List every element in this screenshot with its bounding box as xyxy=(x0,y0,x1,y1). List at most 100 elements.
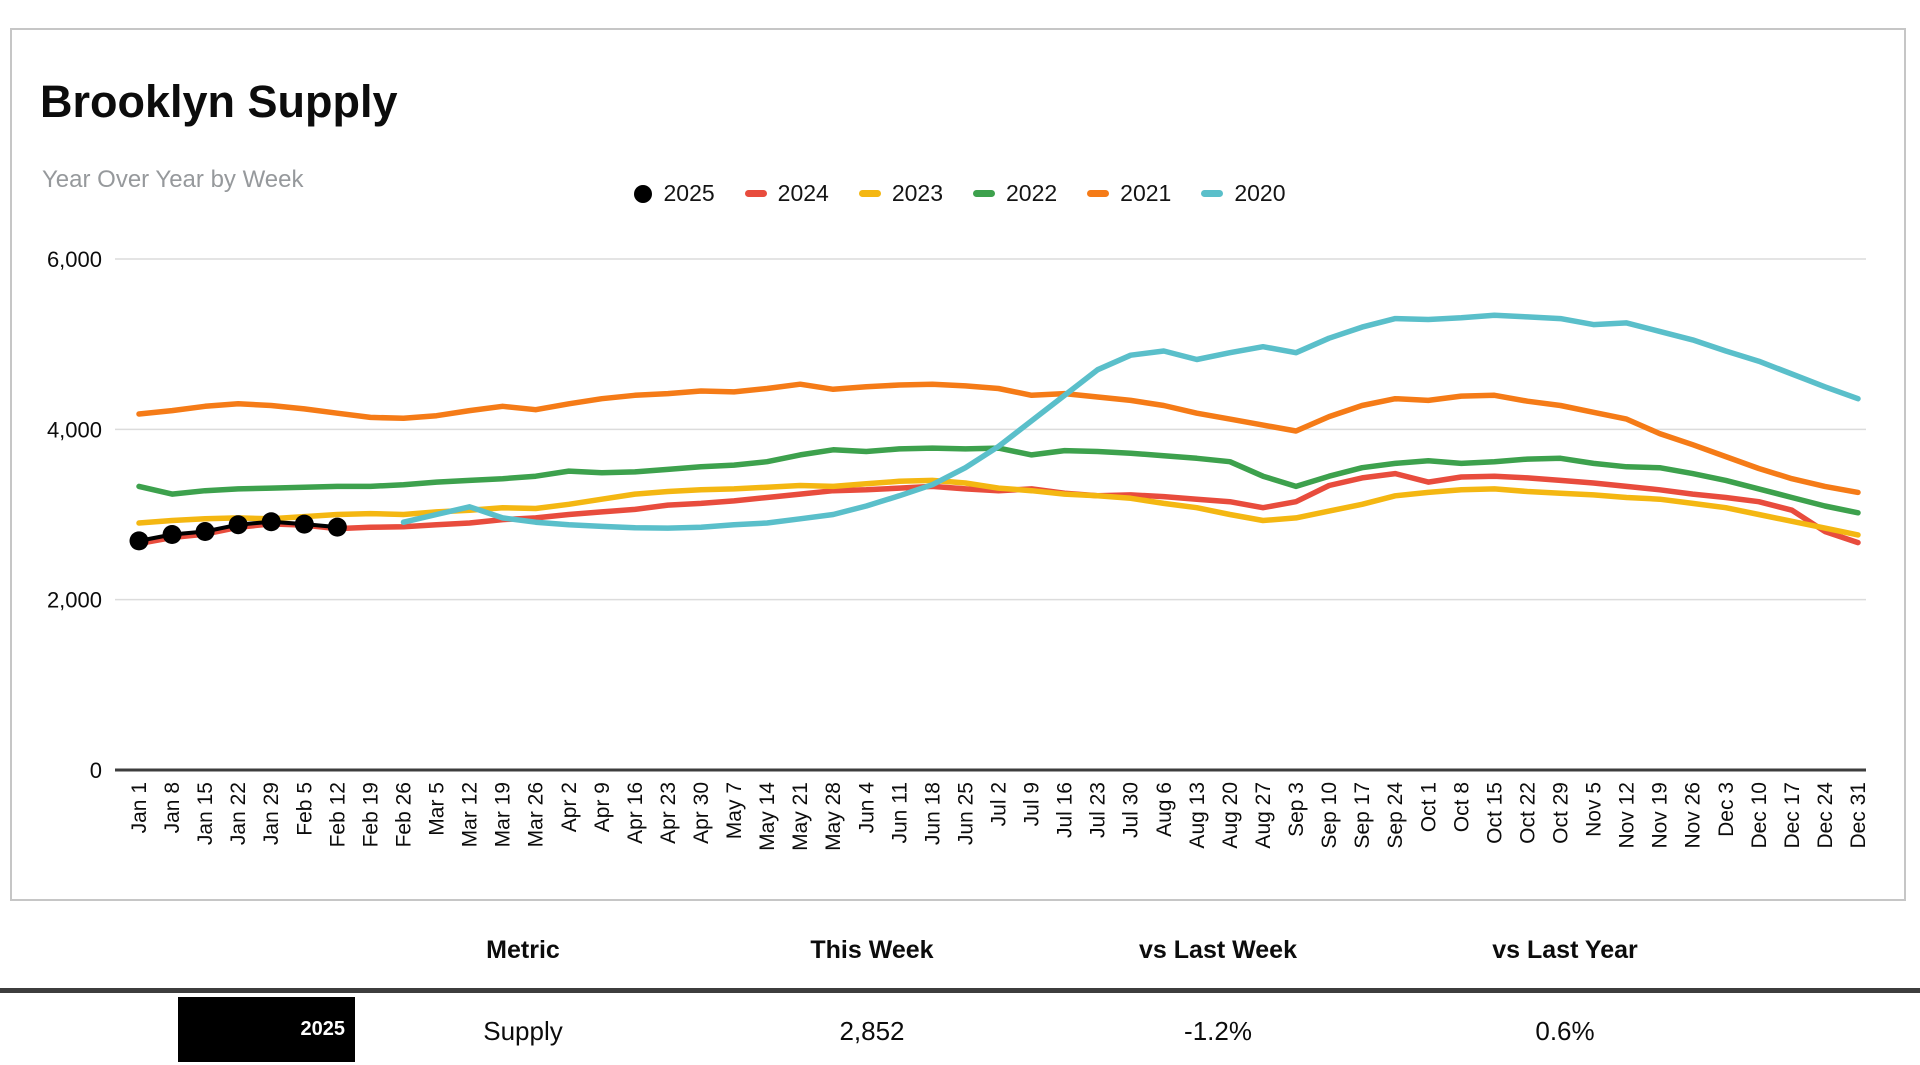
x-tick-label: Jan 1 xyxy=(128,782,151,833)
data-point-2025 xyxy=(261,512,281,532)
legend-label: 2025 xyxy=(663,180,715,206)
table-header-vs-last-week: vs Last Week xyxy=(1139,936,1297,964)
x-tick-label: Dec 24 xyxy=(1814,782,1837,849)
legend-swatch-2020 xyxy=(1201,190,1224,197)
x-tick-label: Nov 12 xyxy=(1616,782,1639,849)
x-tick-label: Jul 30 xyxy=(1120,782,1143,838)
x-tick-label: Apr 16 xyxy=(624,782,647,844)
x-tick-label: Jan 29 xyxy=(260,782,283,845)
data-point-2025 xyxy=(228,515,248,535)
legend-swatch-2021 xyxy=(1087,190,1110,197)
table-header-vs-last-year: vs Last Year xyxy=(1492,936,1638,964)
table-cell-metric: Supply xyxy=(483,1016,563,1046)
table-cell-this-week: 2,852 xyxy=(839,1016,905,1046)
data-point-2025 xyxy=(162,525,182,545)
x-tick-label: Aug 27 xyxy=(1252,782,1275,849)
x-tick-label: Oct 29 xyxy=(1549,782,1572,844)
x-tick-label: Jan 8 xyxy=(161,782,184,833)
x-tick-label: Jun 25 xyxy=(954,782,977,845)
x-tick-label: Feb 12 xyxy=(326,782,349,847)
x-tick-label: Jan 22 xyxy=(227,782,250,845)
x-tick-label: Mar 19 xyxy=(492,782,515,847)
x-tick-label: Mar 26 xyxy=(525,782,548,847)
legend-label: 2024 xyxy=(777,180,829,206)
x-tick-label: Dec 3 xyxy=(1715,782,1738,837)
x-tick-label: Jun 4 xyxy=(855,782,878,834)
x-tick-label: Mar 5 xyxy=(426,782,449,836)
x-tick-label: Oct 1 xyxy=(1417,782,1440,832)
legend-swatch-2025 xyxy=(634,184,653,203)
legend-label: 2020 xyxy=(1234,180,1286,206)
chart-title: Brooklyn Supply xyxy=(40,76,398,127)
y-tick-label: 6,000 xyxy=(47,247,102,272)
x-tick-label: Sep 10 xyxy=(1318,782,1341,849)
y-tick-label: 2,000 xyxy=(47,588,102,613)
legend-item-2022[interactable]: 2022 xyxy=(973,180,1057,207)
legend-swatch-2022 xyxy=(973,190,995,197)
legend-label: 2021 xyxy=(1120,180,1172,206)
legend-label: 2022 xyxy=(1006,180,1058,206)
x-tick-label: Jul 2 xyxy=(988,782,1011,826)
x-tick-label: Aug 6 xyxy=(1153,782,1176,837)
table-header-metric: Metric xyxy=(486,936,560,964)
chart-legend: 2025 2024 2023 2022 2021 2020 xyxy=(0,180,1920,207)
x-tick-label: Oct 15 xyxy=(1483,782,1506,844)
x-tick-label: Nov 19 xyxy=(1649,782,1672,849)
table-divider xyxy=(0,988,1920,993)
legend-item-2021[interactable]: 2021 xyxy=(1087,180,1171,207)
x-tick-label: Aug 13 xyxy=(1186,782,1209,849)
data-point-2025 xyxy=(294,514,314,534)
data-point-2025 xyxy=(195,522,215,542)
x-tick-label: Nov 26 xyxy=(1682,782,1705,849)
x-tick-label: Oct 22 xyxy=(1516,782,1539,844)
x-tick-label: Dec 10 xyxy=(1748,782,1771,849)
x-tick-label: Apr 23 xyxy=(657,782,680,844)
series-line-2022 xyxy=(136,445,1861,516)
legend-label: 2023 xyxy=(891,180,943,206)
series-line-2023 xyxy=(136,477,1861,538)
x-tick-label: Jul 23 xyxy=(1087,782,1110,838)
x-tick-label: Apr 9 xyxy=(591,782,614,832)
x-tick-label: Jan 15 xyxy=(194,782,217,845)
data-point-2025 xyxy=(129,531,149,551)
x-tick-label: Feb 19 xyxy=(359,782,382,847)
x-tick-label: Apr 2 xyxy=(558,782,581,832)
x-tick-label: Jun 18 xyxy=(921,782,944,845)
x-tick-label: May 7 xyxy=(723,782,746,839)
x-tick-label: Dec 31 xyxy=(1847,782,1870,849)
x-tick-label: Nov 5 xyxy=(1583,782,1606,837)
x-tick-label: Sep 17 xyxy=(1351,782,1374,849)
data-point-2025 xyxy=(327,517,347,537)
x-tick-label: Dec 17 xyxy=(1781,782,1804,849)
x-tick-label: Apr 30 xyxy=(690,782,713,844)
x-tick-label: Aug 20 xyxy=(1219,782,1242,849)
table-cell-vs-last-year: 0.6% xyxy=(1535,1016,1595,1046)
table-cell-vs-last-week: -1.2% xyxy=(1184,1016,1252,1046)
legend-item-2020[interactable]: 2020 xyxy=(1201,180,1286,207)
x-tick-label: May 14 xyxy=(756,782,779,851)
year-badge-2025: 2025 xyxy=(178,997,355,1062)
x-tick-label: Sep 24 xyxy=(1384,782,1407,849)
legend-item-2023[interactable]: 2023 xyxy=(858,180,943,207)
x-tick-label: Feb 5 xyxy=(293,782,316,836)
series-line-2021 xyxy=(136,381,1861,496)
legend-swatch-2024 xyxy=(744,190,767,197)
x-tick-label: Jun 11 xyxy=(888,782,911,844)
table-header-this-week: This Week xyxy=(810,936,934,964)
x-tick-label: May 28 xyxy=(822,782,845,851)
y-tick-label: 4,000 xyxy=(47,417,102,442)
y-tick-label: 0 xyxy=(90,758,102,783)
chart-subtitle: Year Over Year by Week xyxy=(42,166,304,193)
x-tick-label: Sep 3 xyxy=(1285,782,1308,837)
x-tick-label: Oct 8 xyxy=(1450,782,1473,832)
x-tick-label: Feb 26 xyxy=(392,782,415,847)
legend-item-2024[interactable]: 2024 xyxy=(744,180,829,207)
series-line-2020 xyxy=(400,312,1861,531)
x-tick-label: Jul 16 xyxy=(1054,782,1077,838)
x-tick-label: Mar 12 xyxy=(459,782,482,847)
x-tick-label: Jul 9 xyxy=(1021,782,1044,826)
legend-item-2025[interactable]: 2025 xyxy=(634,180,715,207)
chart-plot: 0 2,000 4,000 6,000 Jan 1 Jan 8 Jan 15 Jan 22 Ja… xyxy=(47,247,1870,851)
x-tick-label: May 21 xyxy=(789,782,812,851)
legend-swatch-2023 xyxy=(858,190,881,197)
